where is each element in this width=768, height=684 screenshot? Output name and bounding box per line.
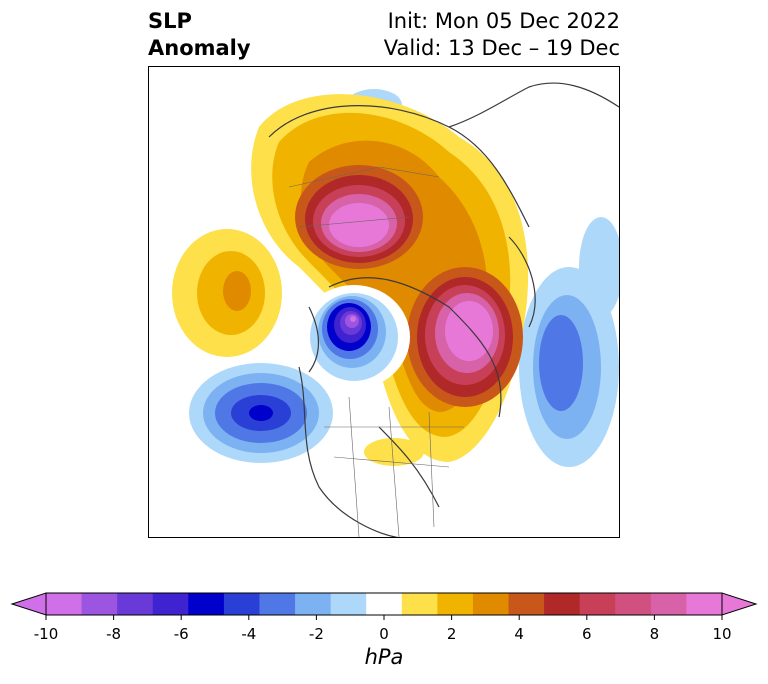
colorbar-extend-min [10,592,47,616]
anomaly-map [172,82,619,537]
colorbar-bin [615,593,652,615]
positive-anomaly-north-pacific-west [172,229,282,357]
map-subtitle: Init: Mon 05 Dec 2022 Valid: 13 Dec – 19… [384,8,620,62]
colorbar-bin [330,593,367,615]
valid-range: Valid: 13 Dec – 19 Dec [383,36,620,60]
colorbar-bin [152,593,189,615]
country-borders [288,166,464,537]
colorbar-tick-label: -10 [33,625,59,643]
colorbar-bin [437,593,474,615]
colorbar-bin [650,593,687,615]
colorbar-bin [117,593,154,615]
colorbar-tick-label: 10 [712,625,732,643]
negative-anomaly-alaska-bering [298,285,410,389]
colorbar-svg [10,592,758,620]
colorbar-bin [223,593,260,615]
colorbar-unit-label: hPa [364,645,404,669]
colorbar-tick-label: 8 [649,625,660,643]
positive-anomaly-greenland-arctic [295,165,423,269]
init-date: Init: Mon 05 Dec 2022 [387,9,620,33]
coastlines [268,82,619,537]
map-panel [148,66,620,538]
colorbar-bin [686,593,723,615]
positive-anomaly-scandinavia-northsea [407,267,523,407]
colorbar-bin [401,593,438,615]
title-line1: SLP [148,9,192,33]
colorbar-tick-label: -2 [308,625,324,643]
colorbar-bin [46,593,83,615]
colorbar-tick-label: 6 [582,625,592,643]
colorbar-tick-label: -4 [241,625,257,643]
colorbar-tick-label: 2 [446,625,457,643]
colorbar-bin [295,593,332,615]
colorbar-bin [188,593,225,615]
colorbar-bin [508,593,545,615]
colorbar-tick-label: 0 [379,625,389,643]
colorbar-bin [259,593,296,615]
title-line2: Anomaly [148,36,251,60]
colorbar [0,580,768,684]
colorbar-tick-label: -6 [173,625,189,643]
colorbar-bin [366,593,403,615]
negative-anomaly-north-pacific [189,363,333,463]
negative-anomaly-north-atlantic-east [519,217,619,467]
colorbar-bin [81,593,118,615]
colorbar-bin [472,593,510,615]
colorbar-bin [579,593,616,615]
colorbar-tick-label: 4 [514,625,524,643]
colorbar-tick-label: -8 [106,625,122,643]
map-title: SLP Anomaly [148,8,251,62]
colorbar-extend-max [721,592,758,616]
colorbar-bin [544,593,581,615]
